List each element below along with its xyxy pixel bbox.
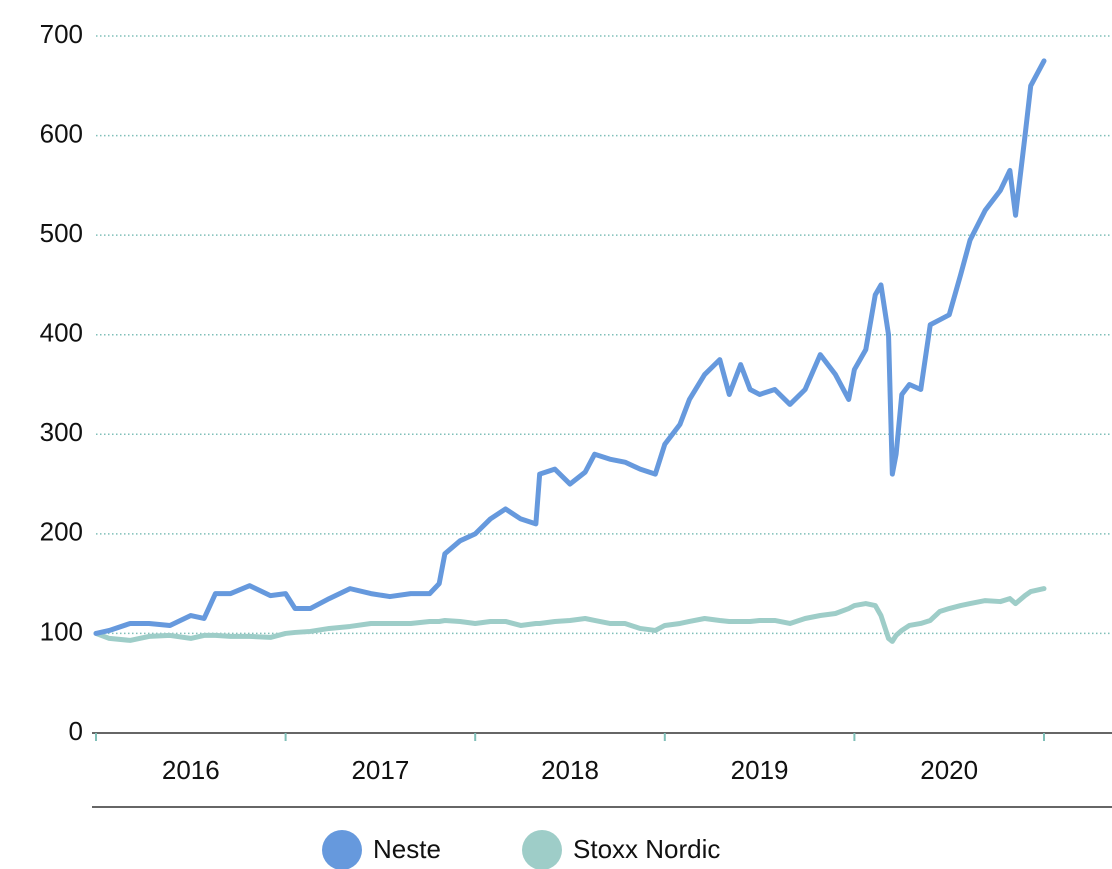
legend-swatch <box>322 830 362 869</box>
x-tick-label: 2018 <box>541 755 599 785</box>
y-tick-label: 200 <box>40 517 83 547</box>
line-series <box>93 586 1047 644</box>
legend-label: Stoxx Nordic <box>573 834 720 864</box>
y-tick-label: 500 <box>40 218 83 248</box>
x-tick-label: 2019 <box>731 755 789 785</box>
line-series <box>93 58 1047 636</box>
y-tick-label: 600 <box>40 118 83 148</box>
y-tick-label: 700 <box>40 19 83 49</box>
y-tick-label: 400 <box>40 318 83 348</box>
y-tick-label: 300 <box>40 417 83 447</box>
y-tick-label: 0 <box>69 716 83 746</box>
y-tick-label: 100 <box>40 616 83 646</box>
legend-swatch <box>522 830 562 869</box>
x-tick-label: 2020 <box>920 755 978 785</box>
legend-label: Neste <box>373 834 441 864</box>
x-tick-label: 2016 <box>162 755 220 785</box>
x-tick-label: 2017 <box>351 755 409 785</box>
